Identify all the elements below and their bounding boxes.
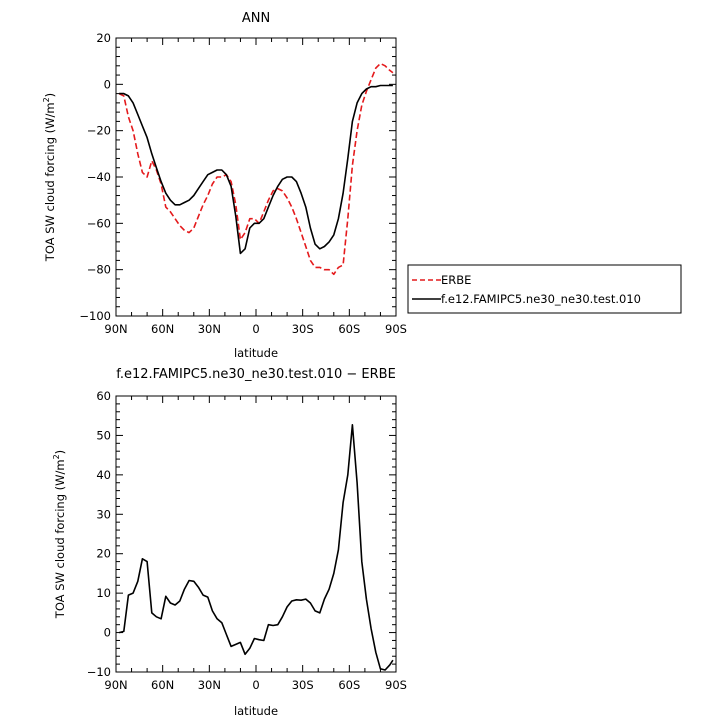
- y-tick-label: 0: [104, 626, 111, 640]
- x-tick-label: 90S: [385, 678, 407, 692]
- y-axis-title-sup: 2: [42, 97, 51, 102]
- y-tick-label: 30: [96, 507, 111, 521]
- y-tick-label: −10: [87, 665, 111, 679]
- x-tick-label: 60N: [151, 678, 174, 692]
- panel-title-difference: f.e12.FAMIPC5.ne30_ne30.test.010 − ERBE: [116, 367, 396, 382]
- legend-label-erbe: ERBE: [441, 273, 471, 287]
- y-tick-label: −80: [87, 263, 111, 277]
- y-tick-label: 60: [96, 389, 111, 403]
- y-tick-label: 40: [96, 468, 111, 482]
- y-axis-title-unit: (W/m: [53, 459, 67, 490]
- y-tick-label: −20: [87, 124, 111, 138]
- y-axis-title-close: ): [43, 93, 57, 98]
- y-tick-label: 20: [96, 547, 111, 561]
- y-tick-label: 0: [104, 77, 111, 91]
- y-tick-label: 20: [96, 31, 111, 45]
- x-tick-label: 30S: [292, 678, 314, 692]
- y-axis-title: TOA SW cloud forcing (W/m2): [52, 450, 67, 619]
- x-tick-label: 0: [252, 678, 259, 692]
- y-tick-label: −60: [87, 216, 111, 230]
- x-tick-label: 90N: [104, 678, 127, 692]
- x-tick-label: 60N: [151, 322, 174, 336]
- series-group: [118, 423, 394, 671]
- series-line-erbe: [118, 62, 394, 276]
- legend-box: [407, 264, 682, 314]
- y-tick-label: 50: [96, 428, 111, 442]
- y-axis-title-main: TOA SW cloud forcing: [43, 137, 57, 262]
- legend: ERBE f.e12.FAMIPC5.ne30_ne30.test.010: [407, 264, 682, 314]
- y-axis-title-unit: (W/m: [43, 102, 57, 133]
- plot-frame: [115, 37, 397, 317]
- series-group: [118, 62, 394, 276]
- x-tick-label: 90N: [104, 322, 127, 336]
- legend-label-model: f.e12.FAMIPC5.ne30_ne30.test.010: [441, 292, 641, 306]
- series-line-difference: [118, 423, 394, 671]
- x-tick-label: 30N: [198, 322, 221, 336]
- axis-ticks: 90N 60N 30N 0 30S 60S 90S −100 −80 −60 −40 −20 0 20: [79, 31, 407, 336]
- y-axis-title-main: TOA SW cloud forcing: [53, 494, 67, 619]
- x-axis-title: latitude: [234, 346, 278, 360]
- y-axis-title: TOA SW cloud forcing (W/m2): [42, 93, 57, 262]
- climatology-panel: ANN 90N 60N 30N 0 30S 60S 90S −100 −80 −60 −40 −20 0…: [42, 11, 682, 360]
- x-tick-label: 60S: [338, 322, 360, 336]
- y-tick-label: −40: [87, 170, 111, 184]
- x-tick-label: 30S: [292, 322, 314, 336]
- x-axis-title: latitude: [234, 704, 278, 718]
- axis-ticks: 90N 60N 30N 0 30S 60S 90S −10 0 10 20 30 40 50 60: [87, 389, 407, 692]
- panel-title-ann: ANN: [242, 11, 270, 26]
- y-axis-title-sup: 2: [52, 454, 61, 459]
- series-line-model: [119, 84, 393, 255]
- difference-panel: f.e12.FAMIPC5.ne30_ne30.test.010 − ERBE …: [52, 367, 407, 718]
- y-tick-label: 10: [96, 586, 111, 600]
- x-tick-label: 0: [252, 322, 259, 336]
- x-tick-label: 30N: [198, 678, 221, 692]
- x-tick-label: 60S: [338, 678, 360, 692]
- x-tick-label: 90S: [385, 322, 407, 336]
- y-tick-label: −100: [79, 309, 111, 323]
- y-axis-title-close: ): [53, 450, 67, 455]
